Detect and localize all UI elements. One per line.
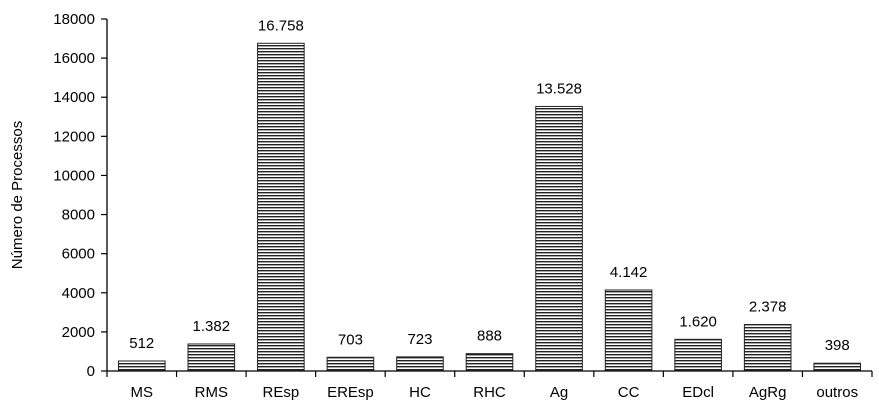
data-label-ms: 512	[129, 335, 154, 352]
bar-edcl	[674, 338, 722, 372]
y-tick-label: 12000	[53, 128, 95, 145]
x-category-label: REsp	[263, 384, 300, 401]
y-tick-label: 18000	[53, 11, 95, 28]
bar-hc	[396, 356, 444, 372]
x-category-label: AgRg	[749, 384, 787, 401]
y-tick-label: 0	[87, 363, 95, 380]
y-tick-label: 4000	[62, 285, 95, 302]
bar-agrg	[743, 323, 792, 372]
x-category-label: EDcl	[682, 384, 714, 401]
y-tick-label: 14000	[53, 89, 95, 106]
x-category-label: EREsp	[327, 384, 374, 401]
data-label-ag: 13.528	[536, 80, 582, 97]
data-label-rms: 1.382	[193, 318, 231, 335]
y-axis: 0 2000 4000 6000 8000 10000 12000 14000 16000 180…	[53, 11, 108, 380]
bar-cc	[604, 289, 653, 372]
x-category-label: RMS	[195, 384, 228, 401]
data-label-outros: 398	[825, 337, 850, 354]
data-label-hc: 723	[407, 331, 432, 348]
x-category-label: outros	[816, 384, 858, 401]
y-tick-label: 6000	[62, 246, 95, 263]
bars-group: 512 1.382 16.758 703 723 888 13.528 4.142 1.620 2…	[117, 17, 862, 372]
x-category-label: HC	[409, 384, 431, 401]
bar-ag	[535, 105, 583, 372]
data-label-edcl: 1.620	[679, 313, 717, 330]
y-tick-label: 16000	[53, 50, 95, 67]
y-tick-label: 2000	[62, 324, 95, 341]
data-label-agrg: 2.378	[749, 298, 787, 315]
bar-eresp	[326, 356, 375, 372]
bar-rms	[187, 343, 236, 372]
x-category-label: CC	[618, 384, 640, 401]
data-label-rhc: 888	[477, 328, 502, 345]
y-axis-title: Número de Processos	[9, 121, 26, 269]
y-tick-label: 10000	[53, 167, 95, 184]
bar-outros	[813, 362, 862, 372]
x-category-label: MS	[131, 384, 154, 401]
x-category-label: Ag	[550, 384, 568, 401]
bar-rhc	[465, 353, 514, 372]
y-tick-label: 8000	[62, 207, 95, 224]
x-axis: MS RMS REsp EREsp HC RHC Ag CC EDcl AgRg outros	[106, 370, 873, 401]
x-category-label: RHC	[473, 384, 506, 401]
bar-ms	[117, 360, 166, 372]
bar-resp	[257, 42, 305, 372]
data-label-cc: 4.142	[610, 264, 648, 281]
data-label-eresp: 703	[338, 331, 363, 348]
data-label-resp: 16.758	[258, 17, 304, 34]
